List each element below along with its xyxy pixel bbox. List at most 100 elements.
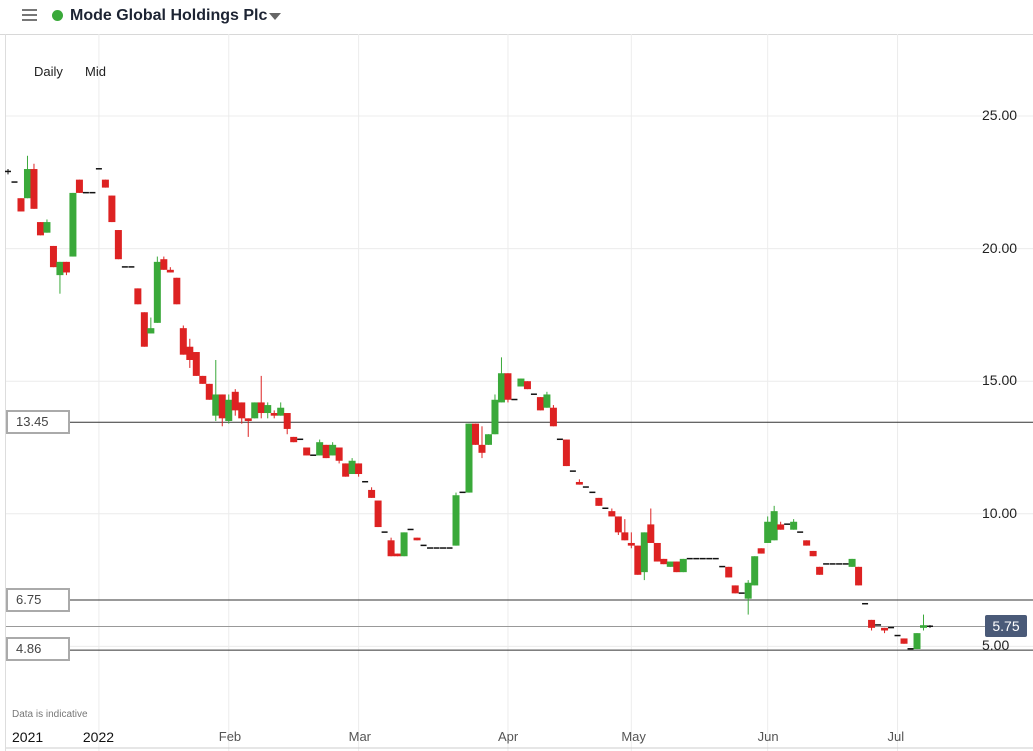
candle-body	[231, 391, 239, 411]
candle-doji	[556, 438, 563, 441]
candle-doji	[297, 438, 304, 441]
y-tick-label: 25.00	[982, 107, 1018, 123]
candle-doji	[712, 557, 719, 560]
candle-doji	[433, 547, 440, 549]
candle-doji	[459, 491, 466, 494]
data-indicative-note: Data is indicative	[12, 709, 88, 720]
candle-body	[56, 261, 64, 276]
candle-body	[277, 407, 285, 416]
candle-body	[744, 582, 752, 599]
candle-doji	[582, 486, 589, 488]
candle-doji	[823, 563, 830, 565]
candle-doji	[686, 557, 693, 560]
candle-body	[816, 566, 824, 575]
candle-body	[725, 566, 733, 578]
interval-selector[interactable]: Daily	[34, 64, 63, 79]
candle-doji	[862, 602, 869, 605]
candle-body	[23, 169, 31, 199]
candle-doji	[875, 624, 882, 626]
candle-doji	[407, 528, 414, 531]
candle-body	[881, 627, 889, 631]
candle-body	[478, 444, 486, 453]
candle-body	[43, 222, 51, 233]
level-label[interactable]: 4.86	[6, 637, 70, 661]
candle-body	[777, 524, 785, 530]
y-tick-label: 15.00	[982, 372, 1018, 389]
candle-doji	[719, 565, 726, 568]
candle-doji	[89, 191, 96, 194]
candle-body	[751, 556, 759, 586]
candle-doji	[907, 648, 914, 650]
candle-body	[348, 460, 356, 475]
candle-body	[621, 532, 629, 541]
candle-doji	[699, 557, 706, 560]
current-price-label: 5.75	[985, 615, 1027, 637]
candle-body	[108, 195, 116, 223]
candle-doji	[511, 398, 518, 401]
candle-doji	[11, 181, 18, 183]
chart-header: Mode Global Holdings Plc	[0, 0, 1033, 35]
candle-body	[153, 261, 161, 323]
candle-doji	[95, 168, 102, 170]
x-tick-label: Mar	[348, 729, 371, 744]
instrument-title[interactable]: Mode Global Holdings Plc	[70, 7, 268, 24]
candle-body	[69, 192, 77, 257]
candle-body	[608, 511, 616, 517]
market-status-icon	[52, 10, 63, 21]
candle-body	[212, 394, 220, 416]
candle-doji	[738, 592, 745, 594]
candle-body	[562, 439, 570, 467]
candle-body	[634, 545, 642, 575]
candle-body	[394, 553, 402, 557]
candle-body	[368, 489, 376, 498]
candle-doji	[836, 563, 843, 565]
level-label[interactable]: 13.45	[6, 410, 70, 434]
candle-body	[803, 540, 811, 546]
candle-body	[290, 436, 298, 443]
candle-body	[653, 542, 661, 562]
candle-body	[205, 383, 213, 400]
candle-body	[75, 179, 83, 193]
candle-body	[114, 230, 122, 260]
x-tick-label: 2021	[12, 729, 44, 745]
candle-body	[757, 548, 765, 554]
candle-body	[660, 558, 668, 565]
price-type-selector[interactable]: Mid	[85, 64, 106, 79]
candle-body	[640, 532, 648, 573]
candle-body	[504, 373, 512, 400]
candle-body	[855, 566, 863, 586]
candle-doji	[362, 480, 369, 483]
level-label[interactable]: 6.75	[6, 588, 70, 612]
candle-body	[666, 561, 674, 567]
candle-doji	[829, 563, 836, 565]
candle-body	[316, 442, 324, 456]
candle-body	[647, 524, 655, 543]
candle-body	[147, 328, 155, 334]
candle-body	[166, 269, 174, 273]
candle-doji	[842, 563, 849, 565]
hamburger-icon[interactable]	[22, 9, 37, 22]
candle-doji	[310, 454, 317, 456]
candle-body	[251, 402, 259, 419]
candle-body	[322, 444, 330, 459]
candle-doji	[589, 491, 596, 494]
x-tick-label: Jun	[757, 729, 779, 744]
candle-doji	[82, 191, 89, 194]
candle-body	[283, 413, 291, 429]
caret-down-icon[interactable]	[269, 13, 281, 20]
candle-body	[848, 558, 856, 567]
candle-doji	[706, 557, 713, 560]
candle-doji	[530, 393, 537, 395]
candle-doji	[569, 470, 576, 472]
candle-body	[809, 550, 817, 557]
candle-body	[160, 259, 168, 270]
candle-doji	[693, 557, 700, 560]
candle-doji	[888, 626, 895, 629]
candle-doji	[927, 625, 933, 628]
candle-body	[179, 328, 187, 355]
candle-body	[614, 516, 622, 533]
candle-body	[101, 179, 109, 188]
candle-doji	[602, 507, 609, 509]
candle-body	[790, 521, 798, 530]
